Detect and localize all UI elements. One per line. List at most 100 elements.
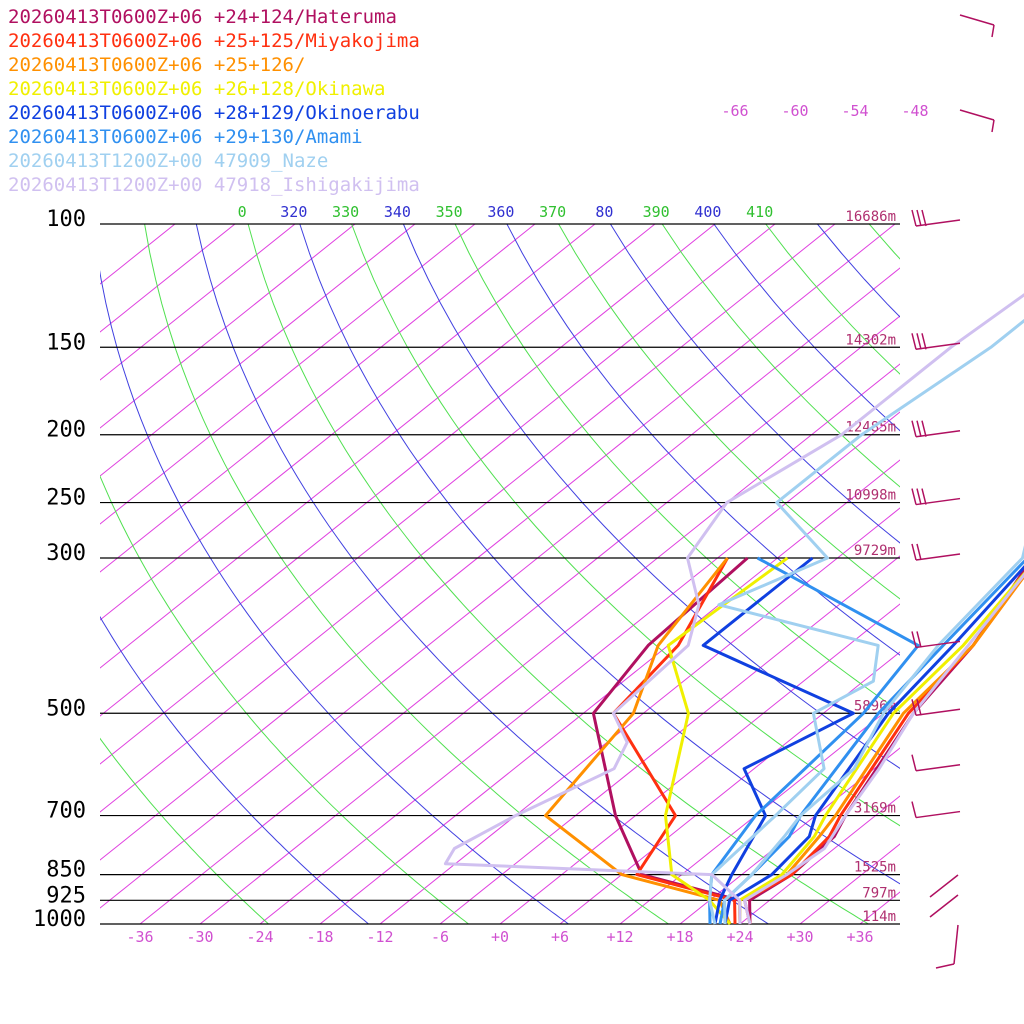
isotherm-label: -60 — [781, 102, 808, 120]
series-dewpoint-line — [443, 293, 1024, 925]
dry-adiabat-line — [100, 737, 269, 924]
temperature-tick-label: +36 — [846, 928, 873, 946]
isotherm-line — [100, 224, 596, 621]
pressure-tick-label: 250 — [46, 486, 86, 511]
isotherm-line — [100, 224, 476, 525]
wind-barb — [929, 874, 959, 898]
legend-entry: 20260413T0600Z+06 +25+126/ — [8, 54, 306, 76]
dry-adiabat-line — [454, 224, 900, 713]
pressure-tick-label: 850 — [46, 858, 86, 883]
isotherm-line — [199, 363, 900, 924]
isotherm-line — [100, 224, 656, 669]
isotherm-line — [499, 603, 900, 924]
pressure-tick-label: 700 — [46, 799, 86, 824]
temperature-tick-label: -36 — [126, 928, 153, 946]
temperature-tick-label: -18 — [306, 928, 333, 946]
theta-label: 410 — [746, 203, 773, 221]
temperature-tick-label: +0 — [491, 928, 509, 946]
temperature-tick-label: +30 — [786, 928, 813, 946]
isotherm-line — [559, 651, 900, 924]
wind-barb — [911, 209, 961, 227]
legend-entry: 20260413T0600Z+06 +24+124/Hateruma — [8, 6, 397, 28]
wind-barb — [911, 801, 961, 819]
sounding-series — [443, 293, 1024, 925]
isotherm-line — [679, 747, 900, 924]
temperature-tick-label: +24 — [726, 928, 753, 946]
pressure-tick-label: 925 — [46, 883, 86, 908]
dry-adiabat-line — [247, 224, 869, 924]
isotherm-line — [859, 891, 900, 924]
series-dewpoint-line — [611, 557, 737, 925]
legend-entry: 20260413T1200Z+00 47918_Ishigakijima — [8, 174, 420, 196]
legend-entry: 20260413T0600Z+06 +25+125/Miyakojima — [8, 30, 420, 52]
series-temperature-line — [723, 565, 1024, 925]
isotherm-line — [739, 795, 900, 924]
dry-adiabat-line — [817, 224, 900, 318]
isotherm-line — [100, 224, 836, 813]
isotherm-line — [100, 224, 896, 861]
height-label: 9729m — [854, 543, 896, 559]
wind-barb — [911, 488, 961, 506]
isotherm-line — [379, 507, 900, 924]
isotherm-line — [439, 555, 900, 924]
wind-barb — [929, 894, 959, 918]
wind-barb — [911, 420, 961, 438]
wind-barb — [911, 333, 961, 351]
isotherm-label: -66 — [721, 102, 748, 120]
isotherm-line — [100, 224, 416, 477]
theta-label: 0 — [238, 203, 247, 221]
isotherm-line — [100, 224, 236, 333]
wind-barb — [959, 14, 995, 38]
temperature-tick-label: -12 — [366, 928, 393, 946]
wind-barbs — [911, 14, 995, 969]
series-dewpoint-line — [708, 318, 1024, 925]
temperature-tick-label: -6 — [431, 928, 449, 946]
temperature-tick-label: -30 — [186, 928, 213, 946]
dry-adiabat-line — [868, 224, 900, 260]
theta-label: 320 — [280, 203, 307, 221]
isotherm-line — [139, 315, 900, 924]
height-label: 16686m — [845, 209, 896, 225]
series-dewpoint-line — [701, 556, 855, 925]
isotherm-line — [100, 224, 536, 573]
legend: 20260413T0600Z+06 +24+124/Hateruma 202604… — [8, 5, 420, 197]
wind-barb — [911, 699, 961, 717]
wind-barb — [911, 631, 961, 649]
pressure-tick-label: 1000 — [33, 907, 86, 932]
theta-label: 360 — [487, 203, 514, 221]
isotherm-line — [100, 224, 776, 765]
legend-entry: 20260413T0600Z+06 +29+130/Amami — [8, 126, 363, 148]
temperature-tick-label: +18 — [666, 928, 693, 946]
pressure-tick-label: 500 — [46, 696, 86, 721]
theta-label: 390 — [643, 203, 670, 221]
height-label: 114m — [862, 909, 896, 925]
theta-label: 350 — [436, 203, 463, 221]
dry-adiabat-line — [765, 224, 900, 375]
theta-label: 80 — [595, 203, 613, 221]
series-temperature-line — [743, 572, 1024, 925]
wind-barb — [935, 924, 959, 969]
isotherm-line — [100, 267, 900, 909]
wind-barb — [911, 543, 961, 561]
height-label: 3169m — [854, 801, 896, 817]
theta-label: 400 — [694, 203, 721, 221]
isotherm-line — [259, 411, 900, 924]
pressure-tick-label: 100 — [46, 207, 86, 232]
series-temperature-line — [738, 571, 1024, 925]
series-temperature-line — [738, 573, 1024, 925]
wind-barb — [959, 109, 995, 133]
pressure-tick-label: 150 — [46, 330, 86, 355]
legend-entry: 20260413T1200Z+00 47909_Naze — [8, 150, 329, 172]
temperature-tick-label: +12 — [606, 928, 633, 946]
isotherm-line — [100, 224, 716, 717]
height-label: 1525m — [854, 860, 896, 876]
height-label: 10998m — [845, 488, 896, 504]
pressure-tick-label: 200 — [46, 418, 86, 443]
isotherm-label: -48 — [901, 102, 928, 120]
dry-adiabat-line — [195, 224, 769, 924]
legend-entry: 20260413T0600Z+06 +28+129/Okinoerabu — [8, 102, 420, 124]
isotherm-line — [319, 459, 900, 924]
theta-label: 370 — [539, 203, 566, 221]
